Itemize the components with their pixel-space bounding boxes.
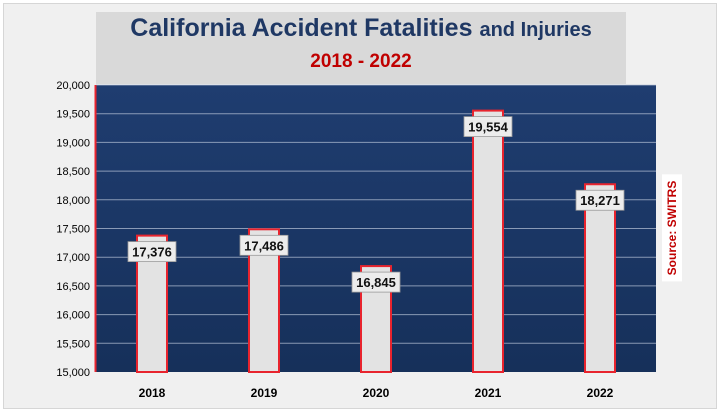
- bar-2022: [584, 183, 616, 373]
- y-tick-label: 18,000: [56, 195, 90, 207]
- y-tick-label: 15,000: [56, 367, 90, 379]
- y-tick-label: 18,500: [56, 166, 90, 178]
- data-label-box: [351, 271, 401, 293]
- data-label-box: [575, 189, 625, 211]
- y-tick-label: 17,000: [56, 252, 90, 264]
- data-label-box: [127, 241, 177, 263]
- data-label-box: [239, 234, 289, 256]
- data-label: 18,271: [580, 193, 620, 208]
- data-label: 17,376: [132, 245, 172, 260]
- bars: 17,376 17,486 16,845 19,554 18,271: [127, 109, 625, 373]
- chart-title-suffix: and Injuries: [479, 19, 592, 41]
- y-axis: 15,000 15,500 16,000 16,500 17,000 17,500 18,0…: [56, 80, 90, 379]
- data-label-box: [463, 116, 513, 138]
- x-tick-label: 2022: [587, 386, 614, 400]
- bar-2021: [472, 109, 504, 373]
- data-label: 16,845: [356, 275, 396, 290]
- y-tick-label: 19,500: [56, 109, 90, 121]
- y-tick-label: 20,000: [56, 80, 90, 92]
- x-axis: 2018 2019 2020 2021 2022: [139, 386, 614, 400]
- y-tick-label: 16,000: [56, 310, 90, 322]
- data-label: 17,486: [244, 238, 284, 253]
- source-note: Source: SWITRS: [662, 174, 682, 282]
- x-tick-label: 2020: [363, 386, 390, 400]
- y-tick-label: 16,500: [56, 281, 90, 293]
- x-tick-label: 2018: [139, 386, 166, 400]
- y-tick-label: 17,500: [56, 224, 90, 236]
- title-box: [96, 12, 626, 84]
- x-tick-label: 2021: [475, 386, 502, 400]
- chart-title-main: California Accident Fatalities: [130, 14, 473, 42]
- data-label: 19,554: [468, 120, 509, 135]
- y-tick-label: 19,000: [56, 137, 90, 149]
- chart-title: California Accident Fatalities and Injur…: [96, 14, 626, 43]
- y-tick-label: 15,500: [56, 338, 90, 350]
- chart-subtitle: 2018 - 2022: [310, 51, 412, 72]
- x-tick-label: 2019: [251, 386, 278, 400]
